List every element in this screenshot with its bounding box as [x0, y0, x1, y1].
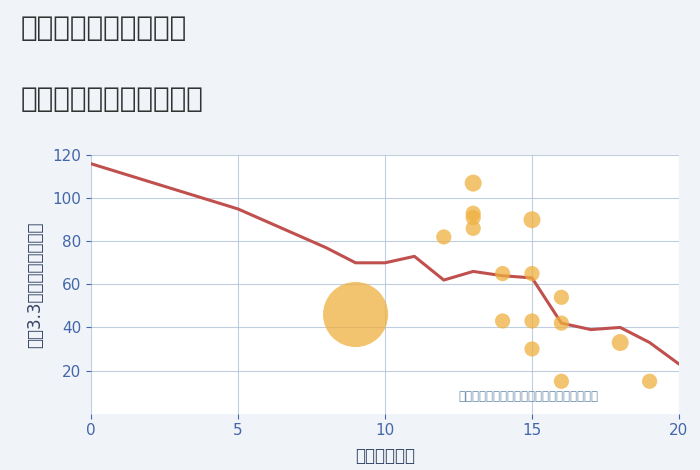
- Y-axis label: 坪（3.3㎡）単価（万円）: 坪（3.3㎡）単価（万円）: [26, 221, 44, 348]
- Point: [526, 270, 538, 277]
- Text: 愛知県瀬戸市西山町の: 愛知県瀬戸市西山町の: [21, 14, 188, 42]
- Point: [468, 180, 479, 187]
- Point: [644, 377, 655, 385]
- Point: [556, 293, 567, 301]
- Text: 円の大きさは、取引のあった物件面積を示す: 円の大きさは、取引のあった物件面積を示す: [458, 390, 598, 403]
- Point: [556, 320, 567, 327]
- Point: [526, 317, 538, 325]
- Point: [350, 311, 361, 318]
- Point: [497, 317, 508, 325]
- Point: [615, 339, 626, 346]
- X-axis label: 駅距離（分）: 駅距離（分）: [355, 446, 415, 465]
- Point: [556, 377, 567, 385]
- Point: [468, 225, 479, 232]
- Point: [468, 214, 479, 221]
- Point: [468, 210, 479, 217]
- Point: [526, 216, 538, 223]
- Text: 駅距離別中古戸建て価格: 駅距離別中古戸建て価格: [21, 85, 204, 113]
- Point: [438, 233, 449, 241]
- Point: [497, 270, 508, 277]
- Point: [526, 345, 538, 352]
